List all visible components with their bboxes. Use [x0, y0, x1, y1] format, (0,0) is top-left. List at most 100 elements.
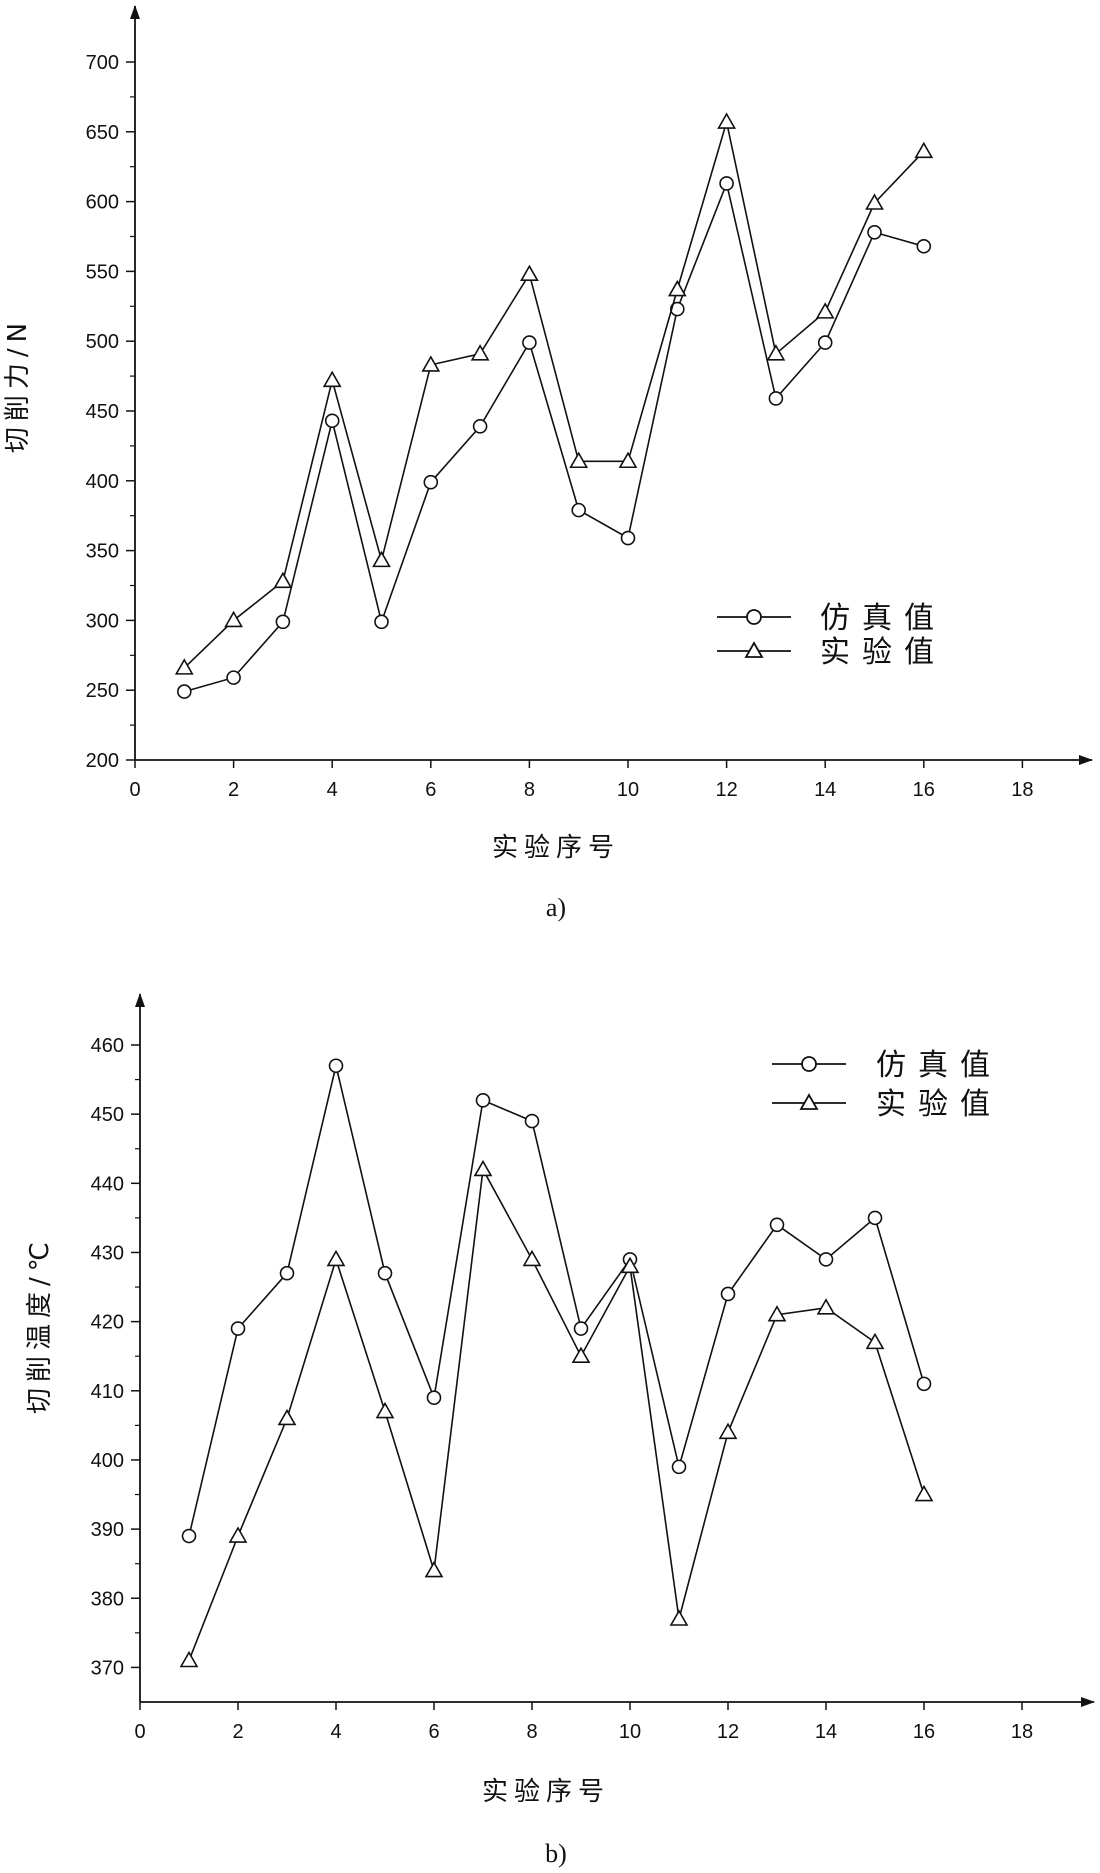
chart-a-point-triangle [421, 355, 441, 372]
chart-a-point-triangle [470, 344, 490, 361]
chart-b-y-tick-label: 410 [91, 1381, 124, 1403]
chart-b-x-tick-label: 14 [815, 1721, 837, 1743]
chart-b-x-tick-label: 8 [526, 1721, 537, 1743]
chart-b-legend-label-sim: 仿真值 [876, 1048, 1002, 1083]
chart-a-y-tick-label: 500 [86, 331, 119, 353]
chart-a-point-circle [620, 530, 636, 546]
chart-a-point-circle [324, 413, 340, 429]
chart-a-point-circle [472, 419, 488, 434]
chart-a-point-circle [226, 670, 241, 685]
chart-a-cutting-force: 0 2 4 6 8 10 12 14 16 18 200 250 300 350 400 450 500 550 6… [3, 5, 1093, 922]
chart-a-x-tick-label: 16 [913, 779, 935, 801]
chart-b-x-axis-title: 实验序号 [482, 1777, 610, 1807]
chart-b-x-tick-label: 6 [428, 1721, 439, 1743]
chart-b-y-tick-label: 390 [91, 1519, 124, 1541]
chart-a-x-tick-label: 10 [617, 779, 639, 801]
chart-b-legend-label-exp: 实验值 [876, 1087, 1002, 1122]
chart-a-point-circle [275, 614, 291, 630]
chart-a-y-tick-label: 200 [86, 750, 119, 772]
chart-b-point-circle [377, 1265, 393, 1281]
chart-b-point-circle [769, 1217, 785, 1233]
chart-b-legend-triangle-marker [799, 1093, 819, 1110]
chart-b-point-triangle [228, 1526, 248, 1543]
chart-b-point-triangle [816, 1298, 836, 1315]
chart-a-point-triangle [618, 451, 638, 469]
chart-b-point-circle [916, 1376, 932, 1392]
chart-b-x-tick-label: 16 [913, 1721, 935, 1743]
chart-b-series-line-circle [188, 1065, 925, 1537]
chart-a-series-line-triangle [183, 121, 925, 669]
chart-b-y-tick-label: 450 [91, 1104, 124, 1126]
chart-a-point-triangle [273, 571, 293, 589]
chart-a-point-triangle [914, 141, 934, 159]
chart-b-x-tick-label: 12 [717, 1721, 739, 1743]
chart-a-point-circle [719, 176, 734, 191]
chart-b-x-tick-label: 4 [330, 1721, 341, 1743]
chart-b-legend-circle-marker [801, 1056, 817, 1072]
chart-b-cutting-temperature: 0 2 4 6 8 10 12 14 16 18 370 380 390 400 410 420 430 440 4… [25, 993, 1095, 1868]
chart-a-x-axis-title: 实验序号 [492, 833, 620, 863]
chart-b-point-triangle [522, 1249, 542, 1267]
chart-a-point-circle [669, 301, 685, 317]
chart-a-y-tick-label: 650 [86, 122, 119, 144]
chart-a-point-triangle [569, 451, 589, 469]
chart-b-point-circle [181, 1528, 197, 1544]
chart-b-point-triangle [571, 1346, 591, 1364]
chart-b-point-circle [328, 1058, 344, 1074]
chart-b-x-tick-label: 2 [232, 1721, 243, 1743]
chart-b-point-triangle [277, 1408, 297, 1426]
chart-a-x-tick-label: 8 [524, 779, 535, 801]
chart-b-x-tick-label: 0 [134, 1721, 145, 1743]
chart-a-legend-label-sim: 仿真值 [820, 601, 946, 636]
chart-a-point-triangle [520, 264, 539, 281]
chart-b-x-tick-label: 18 [1011, 1721, 1033, 1743]
chart-a-point-triangle [865, 193, 884, 210]
chart-a-legend-label-exp: 实验值 [820, 635, 946, 670]
chart-b-point-triangle [865, 1332, 885, 1350]
chart-a-point-circle [768, 391, 784, 406]
chart-a-x-tick-label: 6 [425, 779, 436, 801]
chart-a-point-circle [916, 238, 932, 254]
chart-a-x-tick-label: 4 [327, 779, 338, 801]
chart-b-point-triangle [326, 1249, 346, 1267]
chart-a-y-tick-label: 350 [86, 541, 119, 563]
chart-a-x-tick-label: 12 [715, 779, 737, 801]
chart-a-x-tick-label: 0 [129, 779, 140, 801]
chart-b-y-tick-label: 430 [91, 1242, 124, 1264]
chart-a-legend: 仿真值 实验值 [717, 601, 946, 670]
chart-a-point-circle [423, 474, 439, 490]
chart-a-y-tick-label: 550 [86, 261, 119, 283]
chart-b-point-circle [720, 1286, 736, 1302]
chart-b-point-circle [426, 1390, 442, 1406]
chart-b-point-circle [671, 1459, 687, 1475]
chart-a-point-triangle [667, 279, 687, 297]
chart-a-point-triangle [717, 112, 736, 129]
chart-a-y-tick-label: 300 [86, 610, 119, 632]
chart-b-point-circle [279, 1265, 295, 1281]
chart-a-series-line-circle [184, 180, 925, 693]
chart-b-point-triangle [767, 1305, 787, 1322]
chart-b-x-tick-label: 10 [619, 1721, 641, 1743]
chart-b-point-circle [230, 1321, 246, 1336]
chart-a-point-circle [867, 225, 882, 240]
chart-a-point-triangle [174, 658, 194, 675]
chart-a-x-tick-label: 2 [228, 779, 239, 801]
chart-b-point-triangle [718, 1422, 738, 1440]
chart-a-y-tick-label: 250 [86, 680, 119, 702]
chart-a-point-triangle [224, 610, 243, 628]
chart-b-point-circle [475, 1093, 491, 1108]
chart-a-caption: a) [546, 893, 566, 922]
chart-b-point-triangle [914, 1484, 934, 1502]
chart-b-y-tick-label: 400 [91, 1450, 124, 1472]
chart-a-point-triangle [372, 550, 391, 568]
chart-a-y-tick-label: 700 [86, 52, 119, 74]
chart-a-point-circle [522, 335, 537, 350]
chart-b-point-circle [524, 1113, 540, 1129]
chart-b-y-tick-label: 460 [91, 1035, 124, 1057]
chart-b-point-triangle [669, 1609, 689, 1626]
chart-a-point-circle [177, 684, 192, 699]
chart-b-caption: b) [545, 1839, 567, 1868]
chart-a-y-tick-label: 600 [86, 192, 119, 214]
